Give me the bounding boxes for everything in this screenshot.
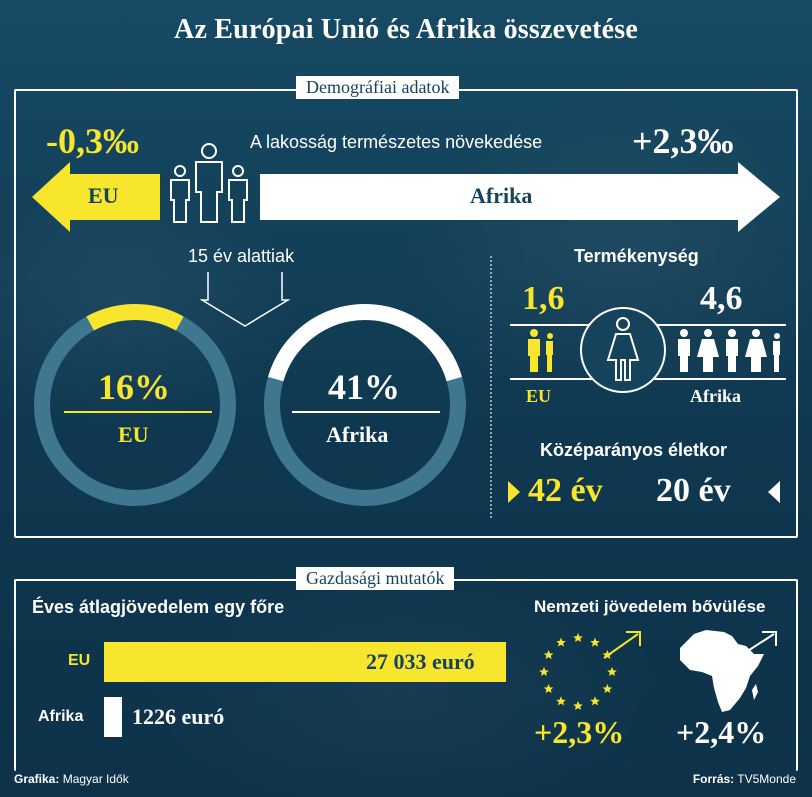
africa-income-bar	[104, 697, 123, 737]
credit: Grafika: Magyar Idők	[14, 772, 129, 786]
eu-growth-arrow	[32, 162, 160, 232]
africa-map-icon	[680, 630, 777, 712]
source-value: TV5Monde	[737, 772, 796, 786]
africa-median-age-pointer-icon	[768, 481, 780, 503]
demographic-section-label: Demográfiai adatok	[296, 76, 460, 99]
eu-income-name: EU	[68, 652, 91, 669]
eu-growth-value: -0,3‰	[46, 121, 139, 161]
eu-national-income-value: +2,3%	[534, 714, 625, 750]
economic-section-label: Gazdasági mutatók	[296, 567, 455, 590]
africa-fertility-value: 4,6	[700, 280, 743, 317]
eu-growth-arrow-label: EU	[88, 183, 119, 208]
africa-growth-value: +2,3‰	[632, 121, 734, 161]
eu-median-age-value: 42 év	[528, 472, 603, 509]
africa-growth-arrow-label: Afrika	[470, 183, 533, 208]
eu-stars-icon	[539, 631, 641, 710]
africa-fertility-name: Afrika	[690, 386, 741, 406]
africa-under15-pct: 41%	[328, 367, 400, 407]
median-age-label: Középarányos életkor	[540, 440, 728, 460]
eu-fertility-value: 1,6	[522, 280, 565, 317]
eu-under15-ring	[34, 304, 236, 506]
credit-value: Magyar Idők	[62, 772, 129, 786]
eu-under15-pct: 16%	[98, 367, 170, 407]
page-title: Az Európai Unió és Afrika összevetése	[174, 14, 638, 45]
eu-median-age-pointer-icon	[508, 481, 520, 503]
eu-fertility-people-icon	[528, 329, 553, 372]
eu-under15-name: EU	[118, 422, 149, 447]
growth-label: A lakosság természetes növekedése	[250, 132, 543, 152]
africa-under15-divider	[292, 411, 440, 413]
africa-income-name: Afrika	[38, 708, 84, 725]
africa-national-income-value: +2,4%	[676, 714, 767, 750]
fertility-label: Termékenység	[574, 246, 699, 266]
eu-fertility-name: EU	[526, 386, 552, 406]
under15-arrow-icon	[200, 272, 290, 327]
population-group-icon	[170, 143, 248, 223]
source-label: Forrás:	[692, 772, 735, 786]
eu-income-value: 27 033 euró	[366, 649, 475, 674]
africa-under15-ring	[264, 304, 466, 506]
woman-circle-icon	[580, 307, 666, 393]
column-separator	[490, 256, 492, 518]
africa-income-value: 1226 euró	[132, 704, 225, 729]
africa-median-age-value: 20 év	[656, 472, 731, 509]
income-label: Éves átlagjövedelem egy főre	[32, 597, 285, 617]
credit-label: Grafika:	[14, 772, 60, 786]
africa-fertility-people-icon	[678, 329, 780, 372]
under15-label: 15 év alattiak	[188, 246, 295, 266]
africa-under15-name: Afrika	[326, 422, 389, 447]
eu-under15-value-arc	[86, 304, 184, 331]
africa-under15-value-arc	[268, 304, 462, 382]
national-income-label: Nemzeti jövedelem bővülése	[534, 597, 766, 616]
africa-growth-arrow	[260, 162, 780, 232]
eu-income-bar	[104, 642, 506, 682]
source: Forrás: TV5Monde	[693, 772, 796, 786]
eu-under15-divider	[64, 411, 212, 413]
